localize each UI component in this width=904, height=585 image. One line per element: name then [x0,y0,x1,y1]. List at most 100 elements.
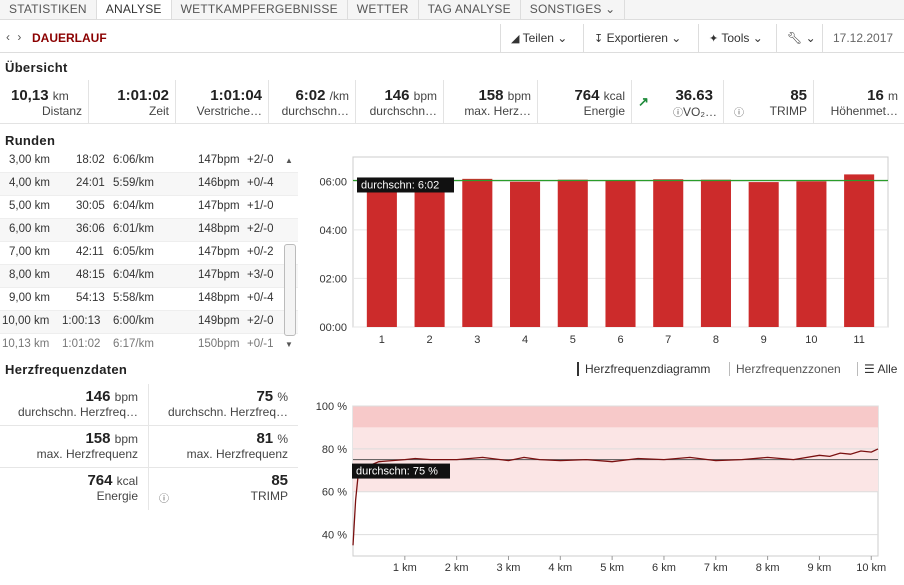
pace-xtick-label: 6 [617,334,623,346]
stat-trimp: ⓘ 85 TRIMP [724,80,814,124]
hr-xtick-label: 9 km [808,562,832,574]
hr-xtick-label: 6 km [652,562,676,574]
pace-bar [510,181,541,327]
pace-xtick-label: 2 [427,334,433,346]
download-icon: ↧ [594,33,604,45]
hr-stat-trimp: ⓘ 85 TRIMP [159,472,288,505]
lap-row[interactable]: 7,00 km 42:11 6:05/km 147bpm +0/-2 [0,242,298,265]
pace-xtick-label: 10 [805,334,817,346]
tab-analyse[interactable]: ANALYSE [96,0,172,19]
trend-up-arrow-icon: ↗ [638,94,649,109]
laps-table: 3,00 km 18:02 6:06/km 147bpm +2/-0 4,00 km 24… [0,150,298,352]
tab-wetter[interactable]: WETTER [348,0,419,19]
lap-row[interactable]: 10,13 km 1:01:02 6:17/km 150bpm +0/-1 [0,334,298,352]
pace-bar [844,174,875,327]
pace-xtick-label: 4 [522,334,528,346]
pace-ytick-label: 00:00 [319,322,347,334]
hr-zone-high [353,406,878,428]
hr-line-chart: 40 % 60 % 80 % 100 % 1 km 2 km 3 km 4 km 5 km 6 … [316,401,886,574]
laps-heading: Runden [5,133,56,148]
hr-xtick-label: 2 km [445,562,469,574]
main-nav: STATISTIKEN ANALYSE WETTKAMPFERGEBNISSE … [0,0,904,20]
stat-elevation: 16 m Höhenmet… [830,87,898,118]
lap-row[interactable]: 8,00 km 48:15 6:04/km 147bpm +3/-0 [0,265,298,288]
help-icon[interactable]: ⓘ [159,494,169,505]
hr-ytick-label: 40 % [322,530,347,542]
hr-xtick-label: 1 km [393,562,417,574]
hr-xtick-label: 3 km [497,562,521,574]
stat-time: 1:01:02 Zeit [89,80,176,124]
lap-row[interactable]: 9,00 km 54:13 5:58/km 148bpm +0/-4 [0,288,298,311]
lap-row[interactable]: 10,00 km 1:00:13 6:00/km 149bpm +2/-0 [0,311,298,334]
tools-button[interactable]: ✦ Tools ⌄ [698,24,773,52]
scroll-up-icon[interactable]: ▲ [285,156,293,165]
pace-bar [366,181,397,327]
lap-row[interactable]: 3,00 km 18:02 6:06/km 147bpm +2/-0 [0,150,298,173]
hr-xtick-label: 4 km [548,562,572,574]
hr-xtick-label: 8 km [756,562,780,574]
hr-zones-link[interactable]: Herzfrequenzzonen [729,362,841,376]
list-icon: ☰ [864,362,875,376]
pace-bar [557,179,588,327]
hr-xtick-label: 10 km [856,562,886,574]
hr-heading: Herzfrequenzdaten [5,362,128,377]
lap-row[interactable]: 6,00 km 36:06 6:01/km 148bpm +2/-0 [0,219,298,242]
settings-button[interactable]: 🔧︎ ⌄ [776,24,826,52]
pace-xtick-label: 3 [474,334,480,346]
pace-xtick-label: 11 [853,334,864,346]
overview-stats: 10,13 km Distanz 1:01:02 Zeit 1:01:04 Ve… [0,80,904,124]
help-icon[interactable]: ⓘ [673,108,683,119]
pace-ytick-label: 06:00 [319,176,347,188]
hr-ytick-label: 80 % [322,444,347,456]
pace-ytick-label: 02:00 [319,273,347,285]
help-icon[interactable]: ⓘ [734,108,744,119]
hr-xtick-label: 7 km [704,562,728,574]
stat-max-hr: 158 bpm max. Herz… [444,80,538,124]
wrench-icon: 🔧︎ [787,31,803,45]
pace-ytick-label: 04:00 [319,225,347,237]
hr-stat-max-bpm: 158 bpm max. Herzfrequenz [0,426,149,468]
prev-next-arrows[interactable]: ‹ › [6,30,24,44]
stat-avg-pace: 6:02 /km durchschn… [269,80,356,124]
stat-avg-hr: 146 bpm durchschn… [356,80,444,124]
pace-bar [462,178,493,327]
pace-xtick-label: 5 [570,334,576,346]
pace-bar [796,181,827,327]
stat-distance: 10,13 km Distanz [0,80,89,124]
share-button[interactable]: ◢ Teilen ⌄ [500,24,577,52]
hr-stat-energy: 764 kcal Energie [0,468,149,510]
stat-vo2: ↗ 36.63 ⓘVO₂… [632,80,724,124]
activity-toolbar: ‹ › DAUERLAUF ◢ Teilen ⌄ ↧ Exportieren ⌄… [0,22,904,53]
activity-title: DAUERLAUF [32,31,107,45]
tab-sonstiges[interactable]: SONSTIGES ⌄ [521,0,626,19]
tab-tag-analyse[interactable]: TAG ANALYSE [419,0,521,19]
laps-scrollbar[interactable]: ▲ ▼ [283,154,297,352]
pace-bar-chart: 00:00 02:00 04:00 06:00 1 2 3 4 5 6 7 8 9 10 11 durch… [319,156,889,346]
stat-energy: 764 kcal Energie [538,80,632,124]
lap-row[interactable]: 4,00 km 24:01 5:59/km 146bpm +0/-4 [0,173,298,196]
hr-series-line [352,448,879,546]
pace-xtick-label: 7 [665,334,671,346]
share-icon: ◢ [511,33,520,45]
lap-row[interactable]: 5,00 km 30:05 6:04/km 147bpm +1/-0 [0,196,298,219]
hr-diagram-link[interactable]: Herzfrequenzdiagramm [577,362,710,376]
stat-elapsed: 1:01:04 Verstriche… [176,80,269,124]
tab-wettkampfergebnisse[interactable]: WETTKAMPFERGEBNISSE [172,0,348,19]
tab-statistiken[interactable]: STATISTIKEN [0,0,97,19]
export-button[interactable]: ↧ Exportieren ⌄ [583,24,691,52]
pace-bar [605,180,636,327]
scroll-down-icon[interactable]: ▼ [285,340,293,349]
pace-xtick-label: 1 [379,334,385,346]
avg-hr-label: durchschn: 75 % [356,466,438,478]
pace-bar [700,179,731,327]
avg-pace-tooltip: durchschn: 6:02 [357,177,454,193]
avg-hr-tooltip: durchschn: 75 % [352,463,450,479]
pace-xtick-label: 9 [761,334,767,346]
pace-bar [653,179,684,327]
avg-pace-label: durchschn: 6:02 [361,179,439,191]
hr-ytick-label: 100 % [316,401,347,413]
scroll-thumb[interactable] [284,244,296,336]
show-all-link[interactable]: ☰ Alle [857,362,897,376]
wand-icon: ✦ [709,33,719,45]
overview-heading: Übersicht [5,60,68,75]
